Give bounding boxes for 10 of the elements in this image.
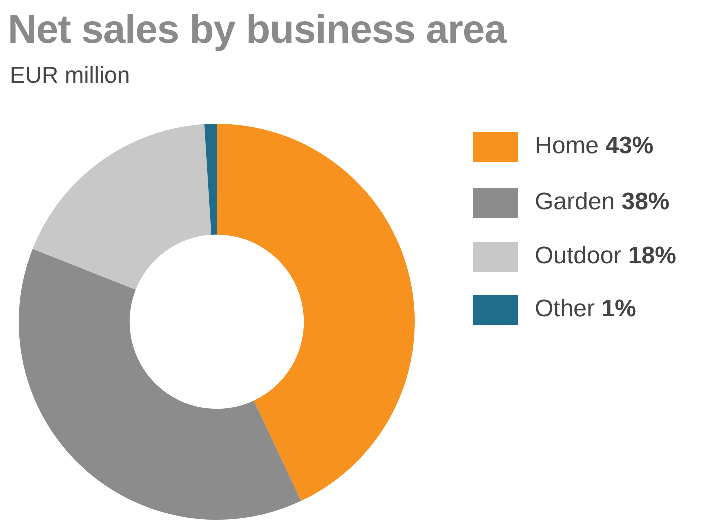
data-label: 1% [602, 296, 636, 323]
chart-subtitle: EUR million [10, 62, 130, 89]
data-label: 18% [628, 242, 676, 270]
chart-title: Net sales by business area [8, 8, 506, 53]
data-label: 38% [622, 188, 670, 216]
legend-label: Outdoor [535, 242, 628, 270]
legend-label: Garden [535, 188, 622, 216]
legend-label: Home [535, 132, 606, 160]
legend-label: Other [535, 296, 602, 323]
data-label: 43% [606, 132, 654, 160]
